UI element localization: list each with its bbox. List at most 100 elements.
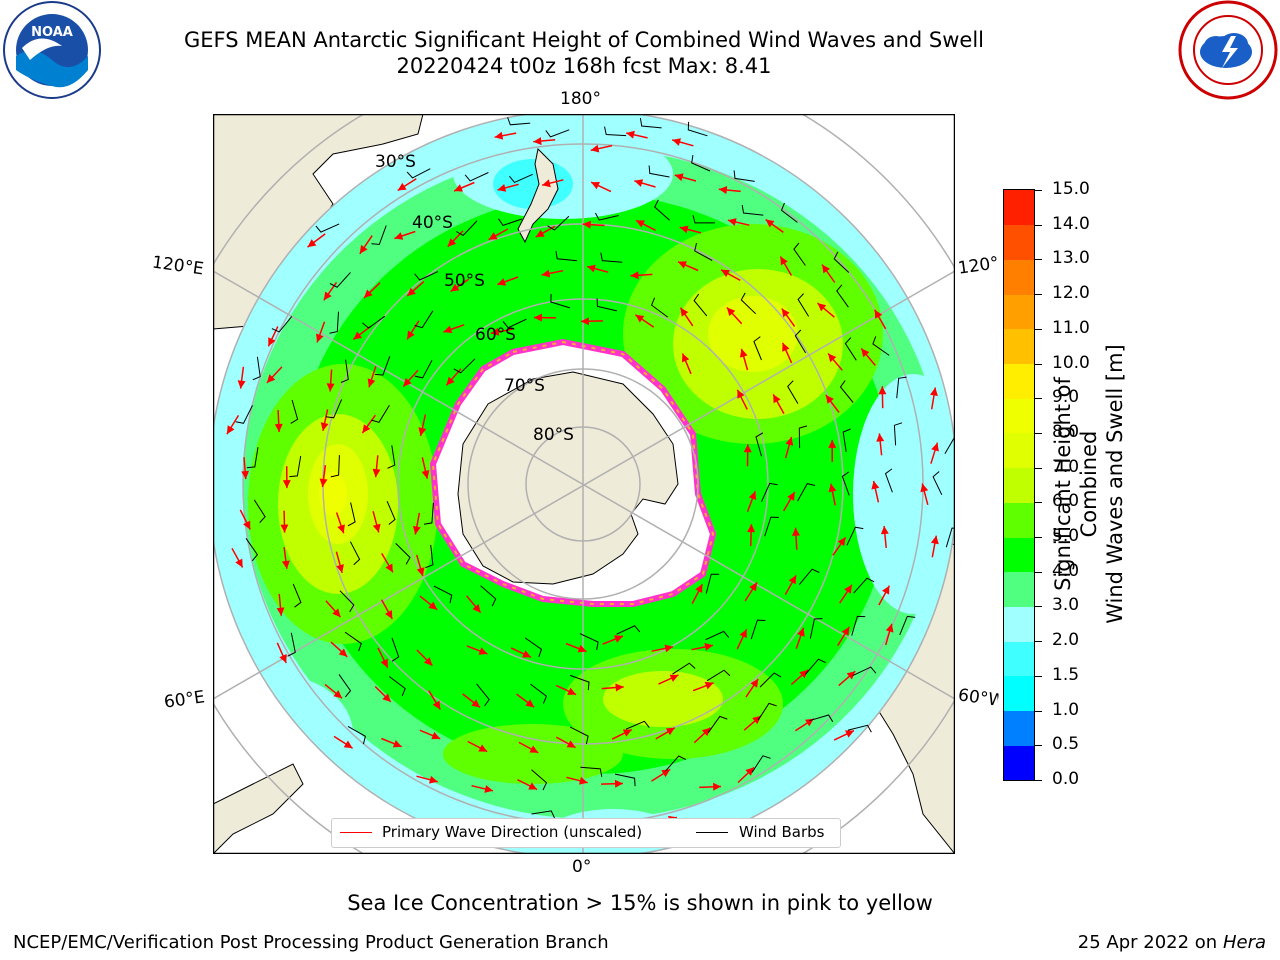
wind-barb — [780, 202, 798, 223]
wave-direction-arrowhead — [380, 658, 388, 668]
wave-direction-arrowhead — [362, 424, 371, 433]
wave-direction-arrowhead — [792, 527, 800, 536]
colorbar-tick-label: 9.0 — [1052, 387, 1080, 408]
wave-direction-arrowhead — [274, 423, 283, 432]
wind-barb — [751, 755, 771, 773]
wind-barb — [245, 538, 259, 562]
wave-direction-arrowhead — [542, 179, 551, 188]
wave-direction-arrowhead — [282, 480, 291, 489]
wave-direction-arrowhead — [276, 607, 285, 616]
colorbar-tick-mark — [1034, 328, 1042, 330]
wave-direction-arrowhead — [930, 387, 938, 396]
colorbar-tick-mark — [1034, 745, 1042, 747]
wave-direction-arrowhead — [528, 782, 538, 790]
wind-barb — [650, 297, 668, 318]
colorbar-tick-mark — [1034, 641, 1042, 643]
wind-barb — [757, 702, 777, 721]
wave-direction-arrowhead — [343, 740, 353, 749]
wave-direction-arrowhead — [817, 303, 827, 312]
wave-direction-arrowhead — [367, 378, 376, 388]
wind-barb — [425, 544, 434, 569]
wind-barb — [839, 380, 854, 403]
wave-direction-arrowhead — [353, 331, 363, 340]
footer-host: Hera — [1222, 932, 1266, 953]
wave-direction-arrowhead — [743, 444, 752, 453]
wave-direction-arrowhead — [579, 776, 588, 785]
wave-direction-arrowhead — [382, 693, 391, 702]
land-africa — [213, 763, 304, 854]
wave-direction-arrowhead — [661, 769, 671, 778]
wind-barb — [569, 726, 589, 745]
wave-direction-arrowhead — [739, 348, 748, 358]
wave-direction-arrowhead — [701, 727, 711, 737]
wind-barb — [453, 358, 476, 374]
wave-direction-arrowhead — [861, 348, 870, 358]
wind-barb — [580, 766, 603, 777]
wind-barb — [787, 380, 799, 404]
wind-barb — [531, 769, 548, 791]
wave-direction-arrowhead — [412, 525, 421, 535]
wave-direction-arrowhead — [454, 184, 463, 192]
wind-barb — [596, 298, 618, 312]
wind-barb — [414, 271, 439, 281]
wave-direction-arrowhead — [497, 184, 507, 192]
wind-barb — [654, 199, 670, 221]
wind-barb — [842, 428, 851, 452]
wind-barb — [464, 172, 489, 182]
wave-direction-arrowhead — [615, 683, 624, 692]
wave-direction-arrowhead — [828, 353, 837, 363]
colorbar-segment — [1004, 328, 1034, 365]
wave-direction-arrowhead — [385, 610, 393, 619]
wind-barb — [797, 483, 816, 502]
wind-barb — [325, 399, 343, 419]
wave-direction-arrowhead — [782, 342, 790, 352]
wind-barb — [476, 683, 490, 707]
wave-direction-arrowhead — [614, 779, 623, 788]
colorbar-tick-mark — [1034, 259, 1042, 261]
wave-direction-arrowhead — [749, 582, 757, 592]
wind-barb — [693, 293, 708, 317]
wind-barb — [253, 499, 266, 523]
legend-wave-label: Primary Wave Direction (unscaled) — [382, 823, 643, 841]
wave-direction-arrowhead — [577, 644, 587, 653]
wave-direction-arrowhead — [332, 608, 341, 618]
wind-barb — [271, 316, 293, 333]
wave-direction-arrowhead — [726, 307, 736, 317]
wave-direction-arrowhead — [713, 782, 722, 791]
wind-barb — [289, 456, 302, 478]
wave-direction-arrowhead — [279, 654, 287, 663]
wind-barb — [290, 399, 299, 424]
colorbar-segment — [1004, 710, 1034, 746]
wave-direction-arrowhead — [664, 644, 674, 653]
land-antarctica — [457, 371, 679, 585]
wave-direction-arrowhead — [431, 731, 441, 740]
footer-right: 25 Apr 2022 on Hera — [1078, 932, 1266, 953]
colorbar-tick-mark — [1034, 363, 1042, 365]
wave-direction-arrowhead — [429, 775, 438, 784]
wave-direction-arrowhead — [630, 271, 639, 280]
lon-label-top: 180° — [560, 89, 601, 109]
wind-barb — [625, 720, 650, 730]
wave-direction-arrowhead — [320, 422, 329, 431]
wave-direction-arrowhead — [797, 627, 805, 637]
wave-direction-arrowhead — [874, 309, 883, 319]
wave-direction-arrowhead — [490, 327, 500, 336]
wave-direction-arrowhead — [785, 436, 794, 446]
wave-direction-arrowhead — [478, 744, 488, 752]
wind-barb — [340, 359, 349, 383]
wave-direction-arrowhead — [636, 220, 645, 228]
lat-label-50s: 50°S — [444, 271, 485, 291]
wave-direction-arrowhead — [428, 601, 438, 610]
colorbar-tick-label: 14.0 — [1052, 213, 1090, 234]
colorbar-segment — [1004, 467, 1034, 503]
colorbar-tick-label: 15.0 — [1052, 179, 1090, 199]
wave-direction-arrowhead — [472, 604, 481, 613]
wave-direction-arrowhead — [885, 623, 894, 633]
wave-direction-arrowhead — [580, 317, 589, 326]
wave-direction-arrowhead — [243, 520, 251, 530]
wind-barb — [884, 468, 893, 493]
colorbar-tick-mark — [1034, 467, 1042, 469]
wave-direction-arrowhead — [931, 442, 939, 452]
lat-label-30s: 30°S — [375, 152, 416, 172]
wind-barb — [555, 250, 578, 262]
